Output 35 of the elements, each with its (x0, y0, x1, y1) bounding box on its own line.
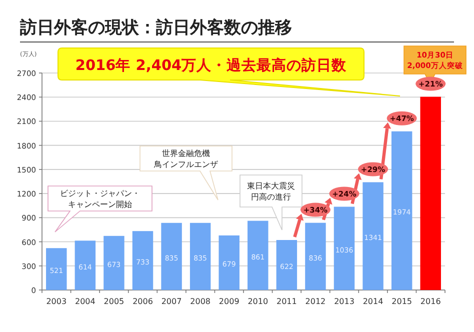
x-tick-label: 2015 (392, 297, 412, 306)
x-tick-label: 2009 (218, 297, 240, 306)
x-tick-label: 2008 (190, 297, 210, 306)
bar (104, 236, 124, 290)
chart-title: 訪日外客の現状：訪日外客数の推移 (19, 18, 292, 38)
bar (391, 131, 412, 290)
x-tick-label: 2014 (362, 297, 384, 306)
x-tick-label: 2016 (420, 297, 441, 306)
bar (218, 235, 240, 290)
x-tick-label: 2005 (104, 297, 124, 306)
x-tick-label: 2006 (132, 297, 153, 306)
bar (190, 222, 211, 290)
chart-subtitle: 2016年 2,404万人・過去最高の訪日数 (75, 56, 348, 74)
x-tick-label: 2012 (305, 297, 326, 306)
x-tick-label: 2004 (75, 297, 96, 306)
x-tick-label: 2013 (334, 297, 354, 306)
annotation: ビジット・ジャパン・ (60, 189, 140, 198)
bar (420, 96, 441, 290)
bar (161, 222, 182, 290)
annotation: 円高の進行 (251, 192, 291, 202)
x-tick-label: 2007 (161, 297, 182, 306)
annotation: 世界金融危機 (162, 149, 210, 158)
x-tick-label: 2010 (248, 297, 268, 306)
bar (276, 240, 298, 290)
bar (362, 182, 384, 290)
annotation: 鳥インフルエンザ (153, 160, 218, 170)
x-tick-label: 2011 (276, 297, 297, 306)
bar (132, 231, 154, 290)
bar (46, 248, 67, 290)
bar (334, 206, 355, 290)
bar (74, 240, 96, 290)
bar (305, 222, 326, 290)
x-tick-label: 2003 (46, 297, 67, 306)
annotation: キャンペーン開始 (68, 200, 132, 210)
annotation: 東日本大震災 (247, 182, 295, 191)
